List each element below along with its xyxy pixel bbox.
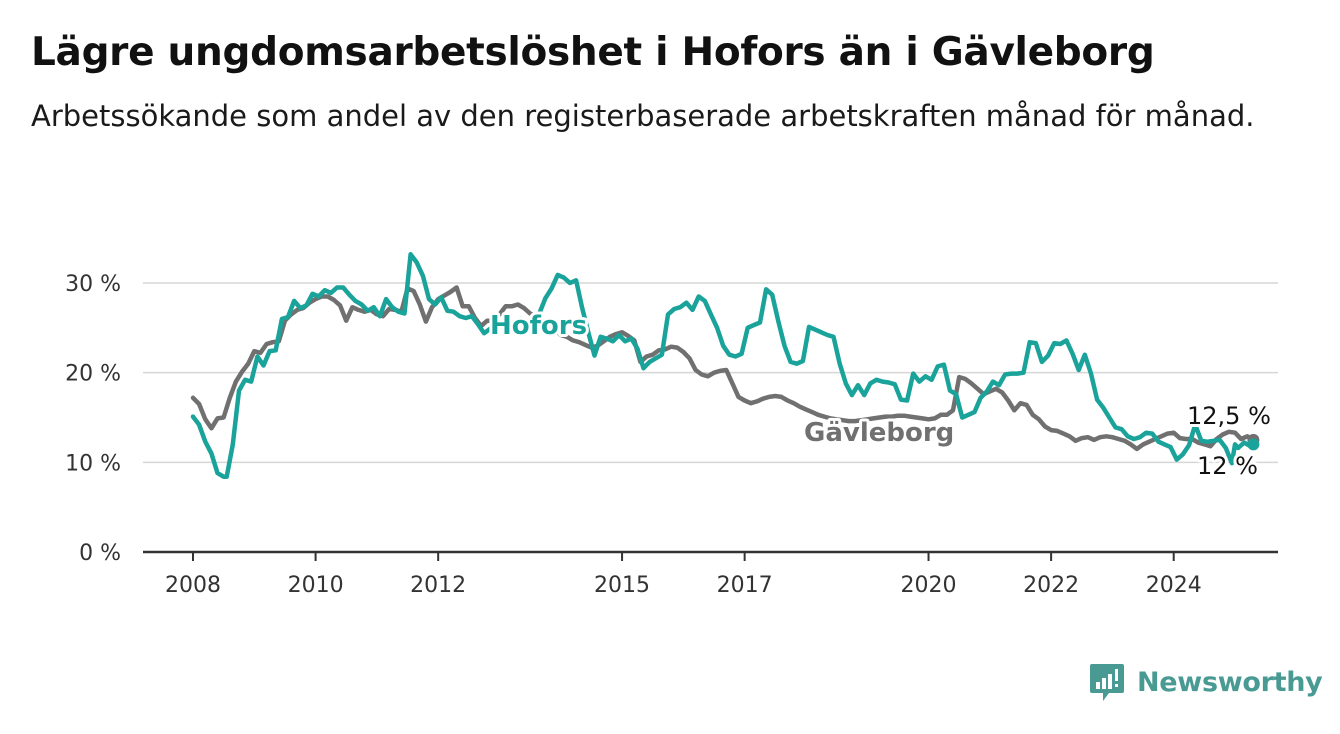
x-tick-label: 2020 [901, 573, 957, 598]
hofors-series-label: Hofors [490, 311, 587, 341]
x-tick-label: 2015 [594, 573, 650, 598]
x-tick-label: 2012 [410, 573, 466, 598]
hofors-end-label: 12 % [1197, 452, 1258, 480]
brand-name: Newsworthy [1137, 666, 1323, 698]
hofors-end-label-halo: 12 % [1197, 452, 1258, 480]
x-tick-label: 2017 [717, 573, 773, 598]
newsworthy-brand: Newsworthy [1089, 661, 1323, 703]
hofors-series-label-halo: Hofors [490, 311, 587, 341]
hofors-end-dot [1247, 438, 1260, 451]
x-tick-label: 2024 [1146, 573, 1202, 598]
gavleborg-series-label-halo: Gävleborg [804, 418, 954, 448]
gavleborg-end-label: 12,5 % [1187, 402, 1271, 430]
y-tick-label: 30 % [65, 272, 121, 297]
x-tick-label: 2022 [1023, 573, 1079, 598]
x-tick-label: 2008 [165, 573, 221, 598]
gavleborg-series-label: Gävleborg [804, 418, 954, 448]
gavleborg-end-label-halo: 12,5 % [1187, 402, 1271, 430]
newsworthy-logo-icon [1090, 664, 1124, 701]
y-tick-label: 10 % [65, 451, 121, 476]
y-tick-label: 20 % [65, 362, 121, 387]
y-tick-label: 0 % [79, 541, 121, 566]
gavleborg-line [190, 285, 1256, 452]
chart-subtitle: Arbetssökande som andel av den registerb… [31, 99, 1255, 133]
chart-title: Lägre ungdomsarbetslöshet i Hofors än i … [31, 30, 1155, 75]
hofors-line [190, 252, 1256, 479]
x-tick-label: 2010 [288, 573, 344, 598]
